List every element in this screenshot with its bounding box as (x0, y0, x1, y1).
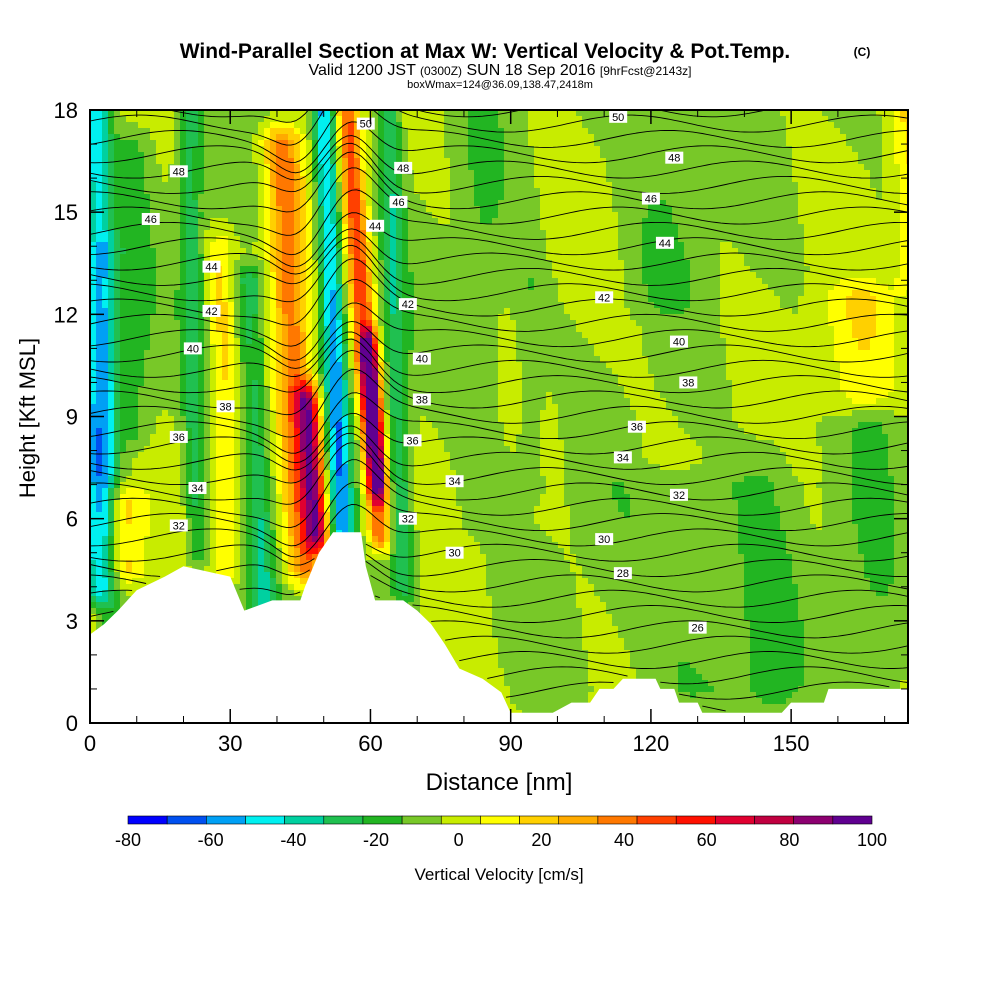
theta-contour-label: 26 (689, 622, 707, 635)
colorbar-swatch (755, 816, 794, 824)
y-tick-label: 3 (66, 609, 78, 634)
valid-date: SUN 18 Sep 2016 (466, 62, 595, 79)
x-tick-label: 120 (633, 731, 670, 756)
y-tick-label: 15 (54, 200, 78, 225)
theta-contour-label: 32 (399, 513, 417, 526)
x-axis-label: Distance [nm] (426, 769, 573, 796)
theta-contour-label: 42 (203, 305, 221, 318)
theta-contour-label: 38 (217, 400, 235, 413)
theta-contour-label: 46 (642, 193, 660, 206)
colorbar-swatch (441, 816, 480, 824)
theta-contour-label: 30 (446, 547, 464, 560)
colorbar-tick-label: -60 (198, 830, 224, 850)
theta-contour-label: 42 (399, 298, 417, 311)
theta-contour-label: 34 (446, 475, 464, 488)
x-tick-label: 150 (773, 731, 810, 756)
x-tick-label: 90 (498, 731, 522, 756)
colorbar-swatch (637, 816, 676, 824)
y-axis-label: Height [Kft MSL] (15, 338, 40, 498)
y-tick-label: 0 (66, 711, 78, 736)
theta-contour-label: 28 (614, 567, 632, 580)
x-tick-label: 30 (218, 731, 242, 756)
colorbar-tick-label: 100 (857, 830, 887, 850)
x-tick-label: 60 (358, 731, 382, 756)
theta-contour-label: 36 (404, 434, 422, 447)
colorbar-swatch (324, 816, 363, 824)
y-tick-label: 18 (54, 98, 78, 123)
colorbar-swatch (480, 816, 519, 824)
valid-time: Valid 1200 JST (309, 62, 417, 79)
y-tick-label: 6 (66, 507, 78, 532)
theta-contour-label: 38 (679, 376, 697, 389)
colorbar-tick-label: 60 (697, 830, 717, 850)
colorbar-label: Vertical Velocity [cm/s] (414, 865, 583, 884)
theta-contour-label: 30 (595, 533, 613, 546)
theta-contour-label: 48 (170, 165, 188, 178)
colorbar-swatch (715, 816, 754, 824)
colorbar-swatch (245, 816, 284, 824)
theta-contour-label: 40 (184, 342, 202, 355)
theta-contour-label: 32 (170, 519, 188, 532)
theta-contour-label: 44 (656, 237, 674, 250)
colorbar-tick-label: 80 (779, 830, 799, 850)
theta-contour-label: 32 (670, 489, 688, 502)
colorbar-swatch (402, 816, 441, 824)
colorbar-swatch (520, 816, 559, 824)
theta-contour-label: 36 (170, 431, 188, 444)
y-tick-label: 12 (54, 302, 78, 327)
box-info: boxWmax=124@36.09,138.47,2418m (407, 79, 593, 91)
colorbar-tick-label: 0 (454, 830, 464, 850)
theta-contour-label: 34 (614, 451, 632, 464)
colorbar-swatch (206, 816, 245, 824)
theta-contour-label: 50 (609, 111, 627, 124)
theta-contour-label: 48 (665, 152, 683, 165)
colorbar-swatch (128, 816, 167, 824)
chart-subtitle: Valid 1200 JST (0300Z) SUN 18 Sep 2016 [… (309, 62, 692, 79)
theta-contour-label: 40 (670, 336, 688, 349)
theta-contour-label: 46 (390, 196, 408, 209)
theta-contour-label: 44 (366, 220, 384, 233)
colorbar-swatch (167, 816, 206, 824)
colorbar-tick-label: 20 (531, 830, 551, 850)
forecast-info: [9hrFcst@2143z] (600, 64, 692, 78)
copyright-mark: (C) (854, 45, 871, 59)
colorbar-swatch (676, 816, 715, 824)
colorbar-tick-label: -40 (280, 830, 306, 850)
colorbar-tick-label: -80 (115, 830, 141, 850)
colorbar-swatch (363, 816, 402, 824)
theta-contour-label: 42 (595, 291, 613, 304)
theta-contour-label: 34 (189, 482, 207, 495)
colorbar-tick-label: 40 (614, 830, 634, 850)
theta-contour-label: 48 (394, 162, 412, 175)
theta-contour-label: 46 (142, 213, 160, 226)
colorbar-swatch (285, 816, 324, 824)
utc-time: (0300Z) (420, 64, 462, 78)
theta-contour-label: 50 (357, 118, 375, 131)
colorbar-swatch (794, 816, 833, 824)
theta-contour-label: 38 (413, 393, 431, 406)
theta-contour-label: 40 (413, 353, 431, 366)
colorbar-swatch (833, 816, 872, 824)
colorbar-tick-label: -20 (363, 830, 389, 850)
x-tick-label: 0 (84, 731, 96, 756)
colorbar-swatch (559, 816, 598, 824)
theta-contour-label: 36 (628, 421, 646, 434)
theta-contour-label: 44 (203, 261, 221, 274)
y-tick-label: 9 (66, 405, 78, 430)
colorbar-swatch (598, 816, 637, 824)
chart-title: Wind-Parallel Section at Max W: Vertical… (180, 40, 791, 63)
